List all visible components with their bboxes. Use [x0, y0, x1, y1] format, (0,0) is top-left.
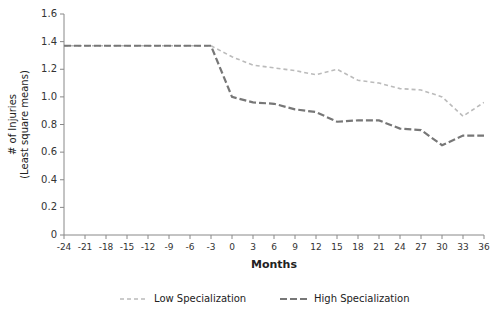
x-axis-label: Months	[251, 258, 297, 271]
y-axis-line	[64, 14, 65, 235]
x-tick-label: 12	[310, 242, 321, 252]
y-tick	[60, 96, 64, 97]
x-tick	[421, 235, 422, 239]
y-axis: 0 0.2 0.4 0.6 0.8 1.0 1.2 1.4 1.6	[41, 8, 64, 240]
x-tick	[106, 235, 107, 239]
legend-label: High Specialization	[314, 293, 410, 304]
y-axis-label: # of Injuries(Least square means)	[7, 70, 30, 179]
y-tick-label: 0.6	[41, 146, 57, 157]
x-tick-label: 3	[250, 242, 256, 252]
y-tick	[60, 69, 64, 70]
x-tick-label: -21	[78, 242, 93, 252]
series-line	[64, 46, 484, 116]
x-tick	[442, 235, 443, 239]
x-tick	[232, 235, 233, 239]
x-tick	[316, 235, 317, 239]
x-tick	[211, 235, 212, 239]
x-tick	[463, 235, 464, 239]
x-tick-label: 21	[373, 242, 384, 252]
y-tick-label: 0.8	[41, 119, 57, 130]
series-line	[64, 46, 484, 145]
x-tick-label: 0	[229, 242, 235, 252]
x-tick	[148, 235, 149, 239]
x-axis-line	[64, 235, 484, 236]
x-tick-label: 30	[436, 242, 448, 252]
x-tick	[295, 235, 296, 239]
y-tick	[60, 207, 64, 208]
legend-swatch	[120, 298, 148, 300]
y-tick	[60, 14, 64, 15]
x-tick-label: 15	[331, 242, 342, 252]
x-tick-label: -6	[186, 242, 195, 252]
x-tick	[253, 235, 254, 239]
x-tick-label: -3	[207, 242, 216, 252]
x-tick-label: -9	[165, 242, 174, 252]
y-tick-label: 1.0	[41, 91, 57, 102]
y-tick-label: 0.4	[41, 174, 57, 185]
x-tick-label: -15	[120, 242, 135, 252]
x-tick	[64, 235, 65, 239]
x-tick	[358, 235, 359, 239]
x-tick-label: -12	[141, 242, 156, 252]
x-tick-label: -24	[57, 242, 72, 252]
lines	[64, 46, 484, 145]
y-tick	[60, 235, 64, 236]
x-tick-label: 27	[415, 242, 426, 252]
x-axis: -24-21-18-15-12-9-6-30369121518212427303…	[57, 235, 490, 252]
x-tick-label: 33	[457, 242, 468, 252]
x-tick	[190, 235, 191, 239]
x-tick	[379, 235, 380, 239]
y-tick-label: 1.4	[41, 36, 57, 47]
y-tick-label: 0	[51, 229, 57, 240]
y-tick-label: 1.6	[41, 8, 57, 19]
y-tick	[60, 124, 64, 125]
x-tick	[169, 235, 170, 239]
x-tick-label: -18	[99, 242, 114, 252]
y-tick	[60, 152, 64, 153]
x-tick	[274, 235, 275, 239]
x-tick	[85, 235, 86, 239]
y-tick	[60, 41, 64, 42]
legend: Low Specialization High Specialization	[120, 293, 410, 304]
x-tick	[484, 235, 485, 239]
legend-swatch	[280, 298, 308, 300]
x-tick-label: 18	[352, 242, 364, 252]
x-tick-label: 24	[394, 242, 406, 252]
y-tick-label: 0.2	[41, 201, 57, 212]
y-axis-label-line: # of Injuries	[7, 94, 18, 155]
y-axis-label-line: (Least square means)	[19, 70, 30, 179]
x-tick-label: 6	[271, 242, 277, 252]
x-tick	[127, 235, 128, 239]
x-tick	[400, 235, 401, 239]
legend-label: Low Specialization	[154, 293, 246, 304]
chart-container: 0 0.2 0.4 0.6 0.8 1.0 1.2 1.4 1.6 -24 -21 -18 -15 -12…	[0, 0, 500, 313]
y-tick	[60, 179, 64, 180]
x-tick	[337, 235, 338, 239]
chart-svg: 0 0.2 0.4 0.6 0.8 1.0 1.2 1.4 1.6 -24 -21 -18 -15 -12…	[0, 0, 500, 313]
x-tick-label: 36	[478, 242, 490, 252]
y-tick-label: 1.2	[41, 63, 57, 74]
x-tick-label: 9	[292, 242, 298, 252]
